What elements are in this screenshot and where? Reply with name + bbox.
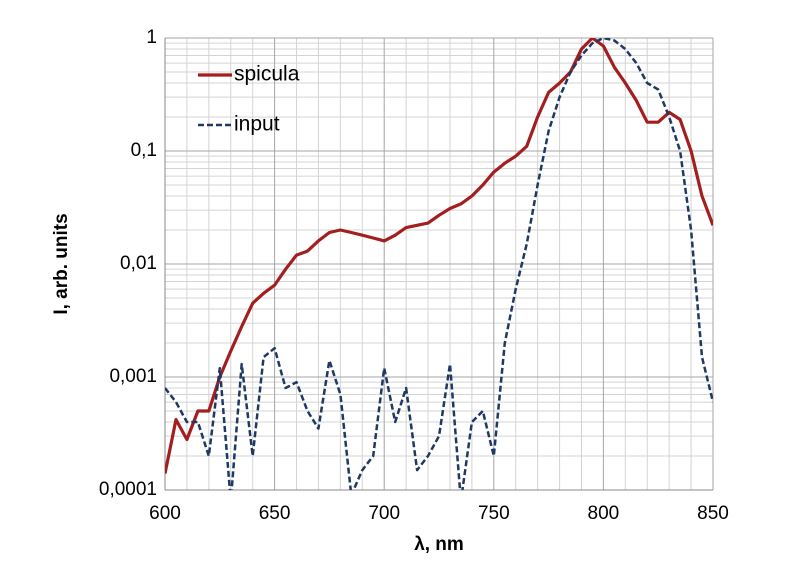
x-tick-label: 650 (259, 503, 291, 524)
x-axis-title: λ, nm (414, 534, 464, 555)
y-tick-label: 0,001 (109, 366, 157, 387)
y-tick-label: 0,0001 (99, 479, 157, 500)
y-tick-label: 1 (146, 27, 157, 48)
x-tick-label: 800 (588, 503, 620, 524)
x-tick-label: 850 (697, 503, 729, 524)
y-tick-label: 0,01 (120, 253, 157, 274)
x-tick-label: 600 (149, 503, 181, 524)
legend-label: input (234, 113, 280, 136)
y-tick-label: 0,1 (131, 140, 157, 161)
y-axis-title: I, arb. units (51, 213, 72, 314)
x-tick-label: 750 (478, 503, 510, 524)
data-line (165, 38, 713, 490)
data-line (165, 38, 713, 474)
legend-label: spicula (234, 63, 300, 86)
x-tick-label: 700 (368, 503, 400, 524)
